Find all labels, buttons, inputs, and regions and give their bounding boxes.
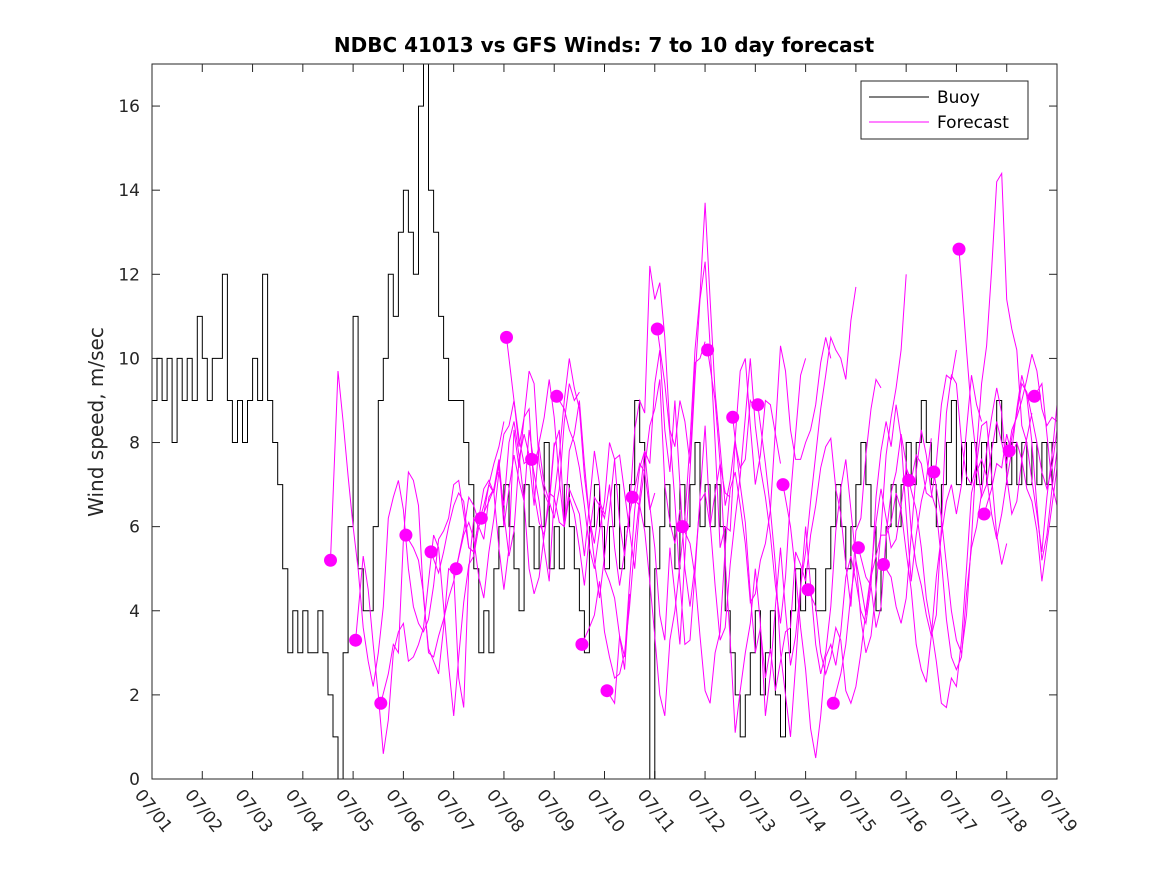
forecast-marker — [701, 343, 715, 357]
forecast-run-line — [656, 328, 807, 646]
plot-frame-top — [151, 63, 1058, 780]
forecast-run-line — [757, 274, 907, 737]
forecast-run-line — [857, 373, 1008, 637]
y-tick-label: 6 — [129, 518, 140, 538]
legend: Buoy Forecast — [860, 80, 1029, 140]
forecast-run-line — [908, 375, 1058, 709]
forecast-marker — [474, 511, 488, 525]
forecast-run-line — [631, 202, 781, 717]
forecast-run-line — [1033, 382, 1058, 506]
buoy-line — [152, 63, 1057, 780]
forecast-marker — [801, 583, 815, 597]
forecast-run-line — [480, 370, 631, 670]
buoy-series — [152, 63, 1057, 780]
forecast-run-line — [707, 286, 857, 733]
y-tick-label: 10 — [118, 349, 140, 369]
forecast-marker — [424, 545, 438, 559]
y-tick-label: 0 — [129, 770, 140, 790]
forecast-marker — [650, 322, 664, 336]
forecast-marker — [525, 452, 539, 466]
forecast-run-line — [933, 171, 1058, 655]
forecast-run-line — [581, 349, 731, 680]
forecast-marker — [877, 558, 890, 571]
forecast-run-line — [681, 337, 832, 704]
forecast-marker — [399, 528, 413, 542]
forecast-marker — [600, 684, 614, 698]
legend-label-forecast: Forecast — [937, 113, 1009, 133]
forecast-run-line — [1008, 382, 1058, 491]
forecast-marker — [1002, 444, 1016, 458]
plot-frame — [151, 63, 1058, 780]
forecast-marker — [751, 398, 765, 412]
forecast-marker — [500, 330, 513, 344]
y-tick-label: 14 — [118, 181, 140, 201]
forecast-marker — [1027, 389, 1041, 403]
y-tick-label: 16 — [118, 97, 140, 117]
y-tick-label: 2 — [129, 686, 140, 706]
plot-area — [151, 63, 1058, 780]
forecast-marker — [902, 473, 916, 487]
forecast-marker — [575, 637, 589, 651]
forecast-marker — [851, 541, 865, 555]
forecast-marker — [776, 478, 790, 492]
forecast-marker — [449, 562, 463, 576]
forecast-marker — [952, 242, 966, 256]
forecast-marker — [675, 520, 689, 534]
y-tick-label: 8 — [129, 434, 140, 454]
forecast-marker — [625, 490, 639, 504]
chart-title: NDBC 41013 vs GFS Winds: 7 to 10 day for… — [334, 33, 875, 57]
y-tick-label: 12 — [118, 265, 140, 285]
forecast-marker — [349, 633, 363, 647]
forecast-marker — [927, 465, 941, 479]
forecast-run-line — [455, 400, 605, 599]
forecast-run-line — [782, 404, 932, 759]
forecast-marker — [374, 696, 388, 710]
forecast-series — [324, 171, 1058, 759]
forecast-marker — [550, 389, 564, 403]
forecast-marker — [977, 507, 991, 521]
legend-box — [860, 80, 1029, 140]
forecast-run-line — [606, 261, 756, 705]
forecast-run-line — [531, 358, 681, 599]
forecast-run-line — [506, 337, 656, 586]
y-axis-label: Wind speed, m/sec — [84, 327, 108, 517]
forecast-marker — [726, 410, 740, 424]
forecast-marker — [324, 553, 337, 567]
y-tick-label: 4 — [129, 602, 140, 622]
legend-label-buoy: Buoy — [937, 88, 980, 108]
forecast-run-line — [807, 349, 957, 705]
forecast-run-line — [983, 433, 1058, 582]
forecast-run-line — [430, 383, 580, 590]
forecast-marker — [826, 696, 840, 710]
forecast-run-line — [556, 265, 706, 569]
